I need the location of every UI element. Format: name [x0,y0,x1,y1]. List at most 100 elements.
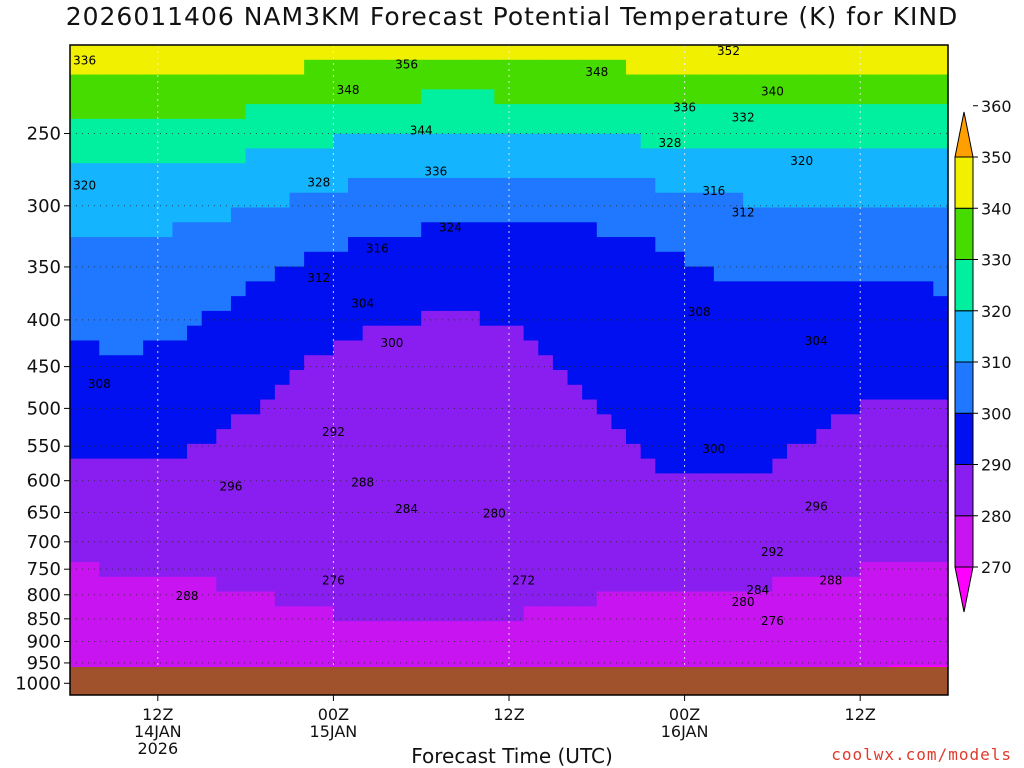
field-cell [406,177,422,194]
field-cell [509,74,525,90]
field-cell [260,429,276,445]
field-cell [70,414,86,430]
field-cell [728,251,744,268]
field-cell [465,177,481,194]
contour-label: 336 [673,100,696,114]
field-cell [684,532,700,548]
field-cell [172,621,188,637]
field-cell [216,591,232,607]
field-cell [479,104,495,120]
field-cell [874,502,891,519]
field-cell [772,532,788,548]
field-cell [143,296,159,312]
field-cell [84,59,100,76]
field-cell [596,340,613,356]
field-cell [567,502,583,519]
field-cell [889,296,905,312]
field-cell [596,370,613,386]
field-cell [289,148,305,164]
field-cell [216,133,232,150]
field-cell [216,222,232,238]
field-cell [406,502,422,519]
field-cell [845,473,861,489]
field-cell [348,296,364,312]
field-cell [260,281,276,297]
field-cell [582,547,598,563]
field-cell [728,370,744,386]
field-cell [816,443,832,460]
field-cell [874,606,891,622]
field-cell [84,502,100,519]
field-cell [567,399,583,415]
field-cell [128,517,144,534]
field-cell [889,443,905,460]
field-cell [377,443,393,460]
field-cell [728,458,744,475]
field-cell [860,429,876,445]
field-cell [772,340,788,356]
field-cell [348,547,364,563]
y-tick-label: 350 [27,257,61,278]
field-cell [626,59,642,76]
field-cell [84,118,100,135]
field-cell [552,310,569,327]
field-cell [260,207,276,223]
field-cell [348,473,364,489]
field-cell [128,576,144,593]
field-cell [757,429,773,445]
colorbar-swatch [954,361,974,414]
field-cell [289,163,305,179]
field-cell [391,296,408,312]
field-cell [216,192,232,209]
field-cell [128,443,144,460]
field-cell [713,207,730,223]
field-cell [304,296,320,312]
field-cell [669,502,686,519]
field-cell [816,606,832,622]
field-cell [596,296,613,312]
field-cell [889,177,905,194]
field-cell [626,665,642,668]
field-cell [318,414,334,430]
field-cell [362,45,378,61]
field-cell [479,443,495,460]
field-cell [70,429,86,445]
contour-label: 276 [761,614,784,628]
field-cell [84,281,100,297]
field-cell [567,635,583,652]
field-cell [860,251,876,268]
field-cell [640,473,656,489]
field-cell [201,384,217,401]
field-cell [889,207,905,223]
field-cell [552,325,569,342]
field-cell [172,237,188,253]
field-cell [874,45,891,61]
field-cell [406,237,422,253]
field-cell [889,163,905,179]
field-cell [538,310,554,327]
field-cell [128,340,144,356]
field-cell [611,458,627,475]
field-cell [318,237,334,253]
field-cell [772,355,788,371]
field-cell [728,591,744,607]
field-cell [157,576,174,593]
field-cell [406,443,422,460]
field-cell [245,591,261,607]
field-cell [538,399,554,415]
field-cell [845,399,861,415]
field-cell [509,458,525,475]
field-cell [523,207,539,223]
colorbar-label: 330 [981,251,1012,270]
field-cell [523,606,539,622]
field-cell [801,104,817,120]
field-cell [494,355,510,371]
field-cell [406,74,422,90]
field-cell [509,266,525,282]
field-cell [860,192,876,209]
field-cell [230,74,247,90]
field-cell [860,502,876,519]
field-cell [421,429,437,445]
field-cell [889,281,905,297]
field-cell [348,222,364,238]
